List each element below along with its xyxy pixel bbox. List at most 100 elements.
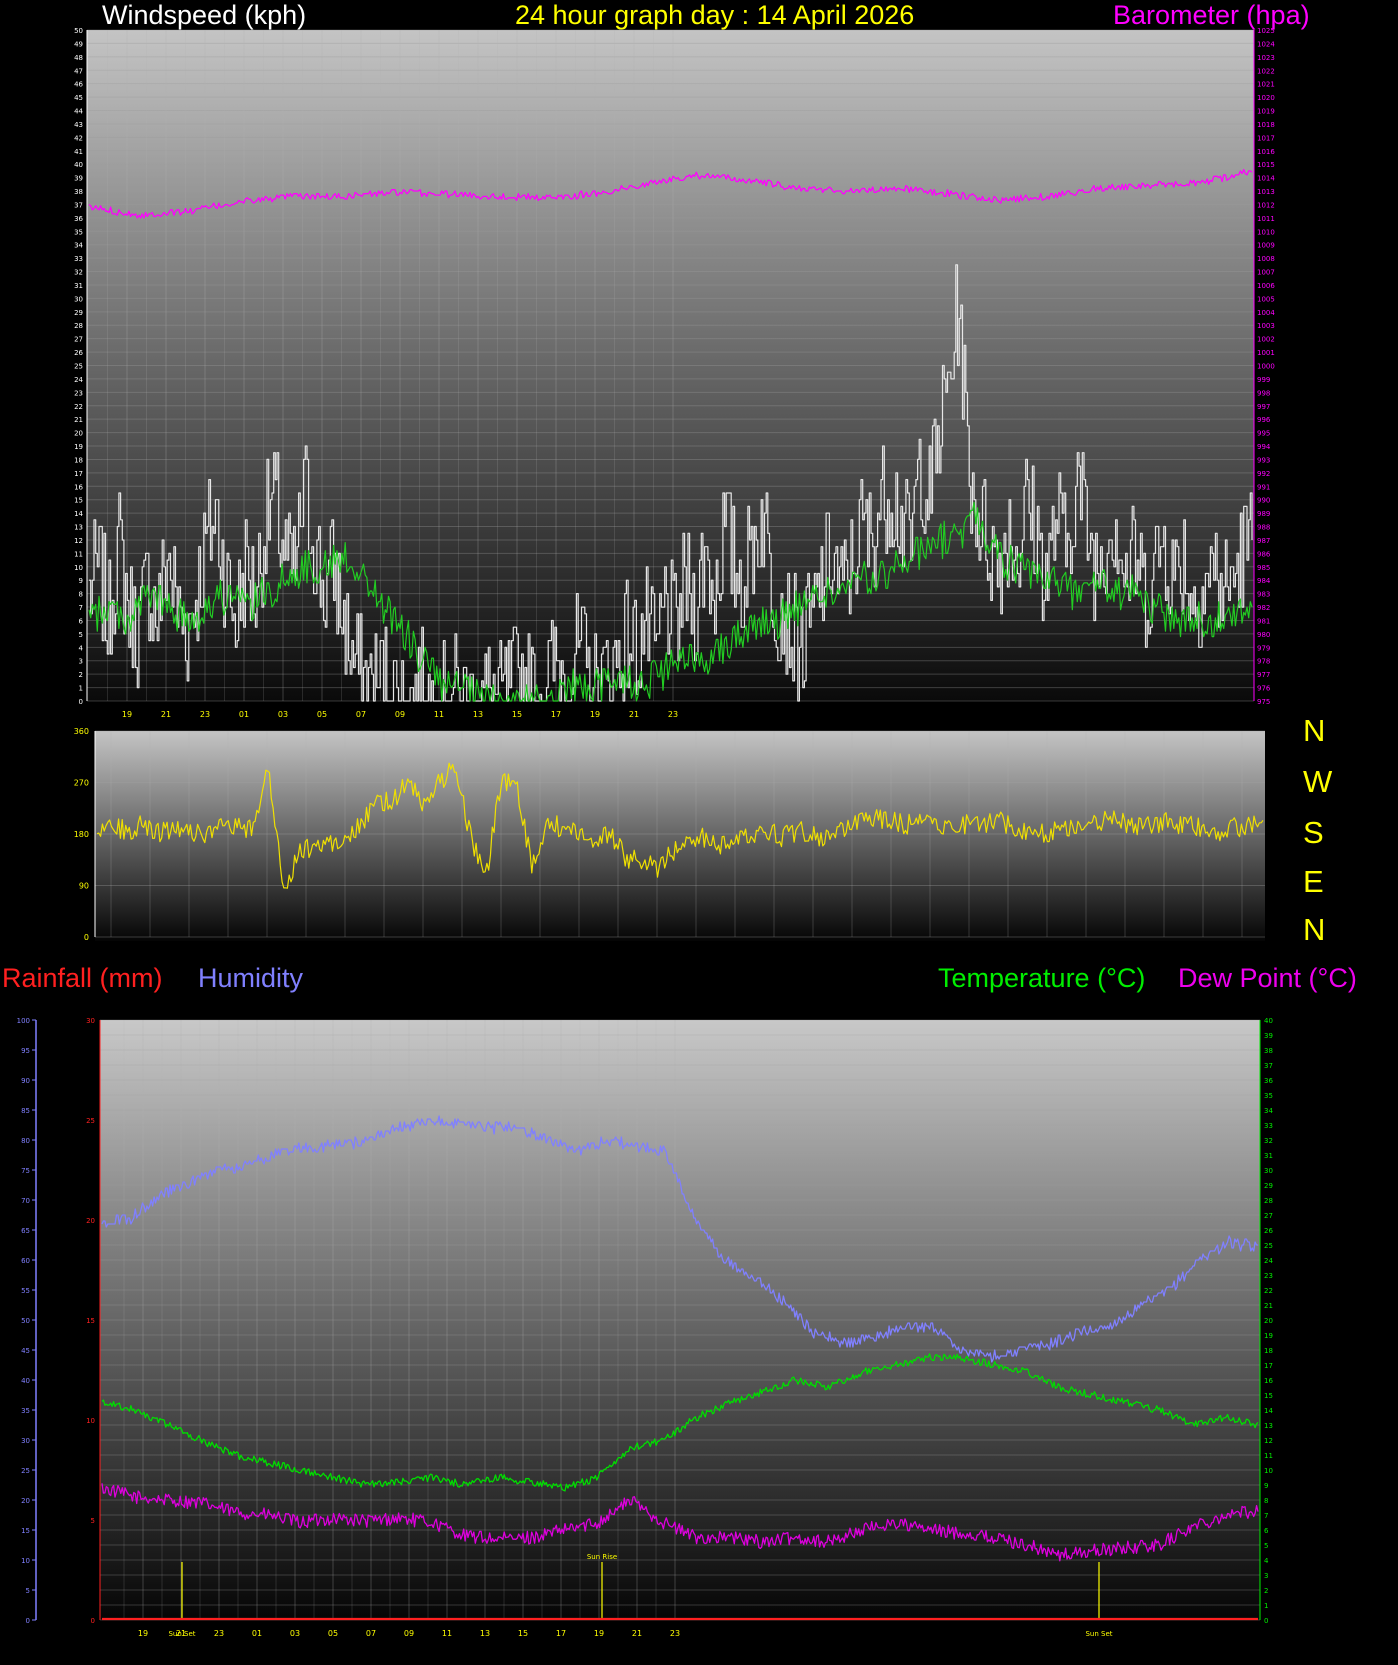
humidity-line: [101, 1115, 1258, 1363]
barometer-tick-label: 1008: [1257, 255, 1275, 263]
temperature-tick-label: 39: [1264, 1032, 1273, 1040]
rain-tick-label: 20: [86, 1217, 95, 1225]
climate-x-tick: 13: [480, 1629, 490, 1638]
temperature-line: [101, 1353, 1259, 1492]
wind-tick-label: 39: [74, 175, 83, 183]
barometer-tick-label: 1003: [1257, 322, 1275, 330]
humidity-tick-label: 100: [17, 1017, 30, 1025]
barometer-tick-label: 994: [1257, 443, 1271, 451]
humidity-tick-label: 25: [21, 1467, 30, 1475]
wind-tick-label: 42: [74, 134, 83, 142]
wind-tick-label: 34: [74, 242, 83, 250]
wind-tick-label: 36: [74, 215, 83, 223]
wind-tick-label: 7: [79, 604, 83, 612]
climate-x-tick: 23: [670, 1629, 680, 1638]
wind-tick-label: 41: [74, 148, 83, 156]
wind-tick-label: 43: [74, 121, 83, 129]
humidity-tick-label: 20: [21, 1497, 30, 1505]
climate-x-tick: 17: [556, 1629, 566, 1638]
wind-tick-label: 50: [74, 27, 83, 35]
wind-tick-label: 4: [79, 644, 84, 652]
wind-tick-label: 45: [74, 94, 83, 102]
wind-x-tick: 23: [200, 710, 210, 719]
humidity-tick-label: 50: [21, 1317, 30, 1325]
barometer-tick-label: 1007: [1257, 269, 1275, 277]
climate-x-tick: 01: [252, 1629, 262, 1638]
climate-chart-plot: [100, 1020, 1260, 1620]
temperature-tick-label: 33: [1264, 1122, 1273, 1130]
direction-tick-label: 0: [84, 933, 89, 942]
barometer-tick-label: 983: [1257, 591, 1270, 599]
temperature-tick-label: 40: [1264, 1017, 1273, 1025]
wind-tick-label: 12: [74, 537, 83, 545]
wind-tick-label: 40: [74, 161, 83, 169]
barometer-tick-label: 1010: [1257, 228, 1275, 236]
temperature-tick-label: 0: [1264, 1617, 1268, 1625]
rain-tick-label: 10: [86, 1417, 95, 1425]
temperature-tick-label: 32: [1264, 1137, 1273, 1145]
wind-x-tick: 19: [122, 710, 132, 719]
wind-tick-label: 16: [74, 483, 83, 491]
temperature-tick-label: 15: [1264, 1392, 1273, 1400]
barometer-tick-label: 1019: [1257, 108, 1275, 116]
climate-x-tick: 21: [632, 1629, 642, 1638]
wind-x-tick: 03: [278, 710, 288, 719]
barometer-tick-label: 1006: [1257, 282, 1275, 290]
barometer-tick-label: 982: [1257, 604, 1270, 612]
barometer-tick-label: 979: [1257, 644, 1270, 652]
direction-tick-label: 90: [79, 882, 89, 891]
rain-tick-label: 15: [86, 1317, 95, 1325]
climate-x-tick: 19: [138, 1629, 148, 1638]
barometer-tick-label: 976: [1257, 685, 1271, 693]
temperature-tick-label: 30: [1264, 1167, 1273, 1175]
temperature-tick-label: 38: [1264, 1047, 1273, 1055]
humidity-title: Humidity: [198, 963, 304, 993]
wind-tick-label: 19: [74, 443, 83, 451]
barometer-tick-label: 977: [1257, 671, 1270, 679]
wind-tick-label: 35: [74, 228, 83, 236]
wind-x-tick: 17: [551, 710, 561, 719]
temperature-tick-label: 10: [1264, 1467, 1273, 1475]
humidity-tick-label: 35: [21, 1407, 30, 1415]
wind-x-tick: 15: [512, 710, 522, 719]
temperature-tick-label: 1: [1264, 1602, 1268, 1610]
wind-tick-label: 5: [79, 631, 83, 639]
temperature-tick-label: 27: [1264, 1212, 1273, 1220]
wind-x-tick: 07: [356, 710, 366, 719]
sun-marker-label: Sun Rise: [587, 1553, 617, 1561]
temperature-tick-label: 36: [1264, 1077, 1273, 1085]
temperature-tick-label: 31: [1264, 1152, 1273, 1160]
wind-x-tick: 21: [161, 710, 171, 719]
wind-tick-label: 28: [74, 322, 83, 330]
wind-tick-label: 8: [79, 591, 83, 599]
barometer-tick-label: 990: [1257, 497, 1270, 505]
wind-tick-label: 24: [74, 376, 83, 384]
barometer-tick-label: 1017: [1257, 134, 1275, 142]
barometer-tick-label: 1005: [1257, 295, 1275, 303]
windspeed-title: Windspeed (kph): [102, 0, 307, 30]
barometer-tick-label: 1016: [1257, 148, 1275, 156]
barometer-tick-label: 1014: [1257, 175, 1275, 183]
compass-north-bottom: N: [1303, 912, 1326, 947]
temperature-tick-label: 19: [1264, 1332, 1273, 1340]
temperature-tick-label: 8: [1264, 1497, 1268, 1505]
humidity-tick-label: 85: [21, 1107, 30, 1115]
temperature-title: Temperature (°C): [938, 963, 1146, 993]
humidity-tick-label: 45: [21, 1347, 30, 1355]
wind-x-tick: 21: [629, 710, 639, 719]
temperature-tick-label: 23: [1264, 1272, 1273, 1280]
barometer-tick-label: 975: [1257, 698, 1270, 706]
climate-x-tick: 23: [214, 1629, 224, 1638]
wind-tick-label: 46: [74, 81, 83, 89]
wind-tick-label: 27: [74, 336, 83, 344]
climate-x-tick: 09: [404, 1629, 414, 1638]
wind-tick-label: 9: [79, 577, 83, 585]
wind-tick-label: 30: [74, 295, 83, 303]
temperature-tick-label: 5: [1264, 1542, 1268, 1550]
humidity-tick-label: 15: [21, 1527, 30, 1535]
temperature-tick-label: 17: [1264, 1362, 1273, 1370]
barometer-tick-label: 987: [1257, 537, 1270, 545]
humidity-tick-label: 40: [21, 1377, 30, 1385]
temperature-tick-label: 12: [1264, 1437, 1273, 1445]
wind-tick-label: 14: [74, 510, 83, 518]
